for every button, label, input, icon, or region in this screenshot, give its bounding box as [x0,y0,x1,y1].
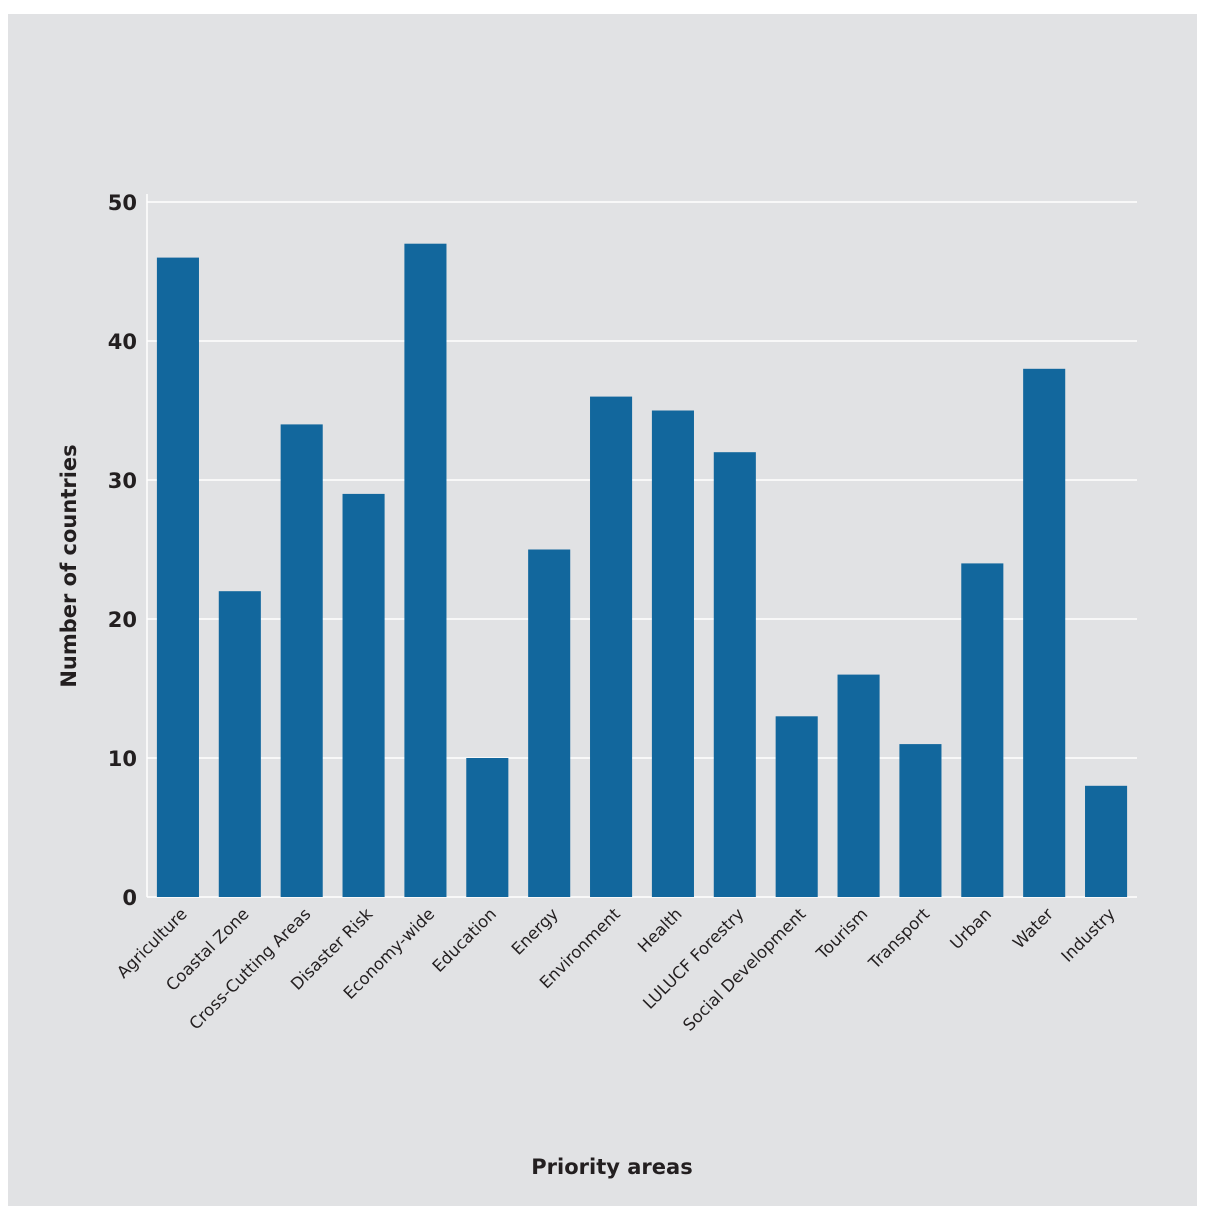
bar [342,493,385,897]
bar [775,716,818,897]
bar [280,424,323,897]
bar [528,549,571,897]
x-tick-label: Transport [864,904,933,973]
y-tick-label: 10 [108,747,137,771]
bar [961,563,1004,897]
bar [837,674,880,897]
x-tick-label: Health [634,904,686,956]
x-tick-label: Tourism [812,904,871,963]
bars [156,243,1128,898]
bar [899,744,942,897]
x-axis-title: Priority areas [531,1155,692,1179]
y-tick-label: 0 [122,886,137,910]
bar [218,591,261,897]
chart-panel: 0 10 20 30 40 50 Agriculture Coastal Zone Cross… [8,14,1197,1206]
bar [1085,785,1128,897]
bar [651,410,694,897]
bar [1023,368,1066,897]
y-tick-label: 20 [108,608,137,632]
bar [156,257,199,898]
y-axis: 0 10 20 30 40 50 [108,191,148,910]
bar [590,396,633,897]
y-tick-label: 30 [108,469,137,493]
bar [404,243,447,897]
x-tick-label: Education [429,904,501,976]
bar [713,452,756,897]
x-tick-label: Water [1009,904,1057,952]
y-tick-label: 50 [108,191,137,215]
x-tick-label: Cross-Cutting Areas [186,904,315,1033]
x-tick-label: Energy [508,904,562,958]
x-tick-label: Industry [1057,904,1119,966]
y-tick-label: 40 [108,330,137,354]
bar [466,758,509,897]
x-tick-label: Urban [946,904,995,953]
x-tick-label: Social Development [679,904,810,1035]
y-axis-title: Number of countries [57,444,81,687]
